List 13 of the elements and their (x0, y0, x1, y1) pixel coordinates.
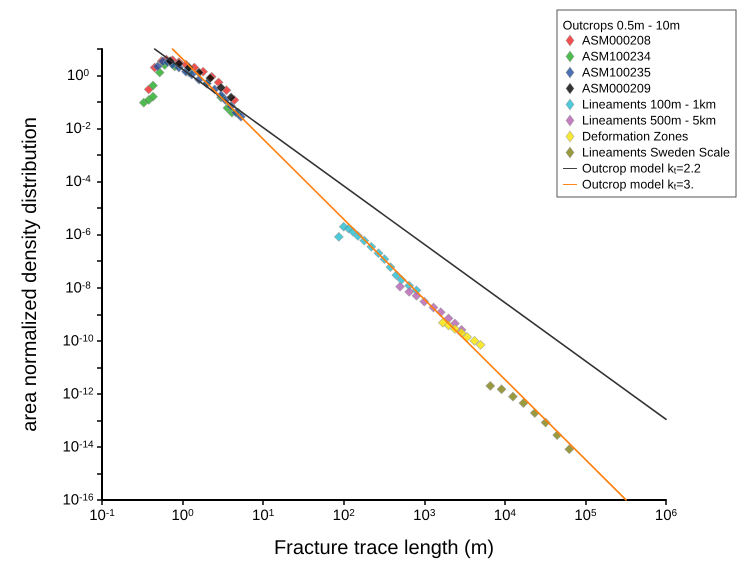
x-axis-title: Fracture trace length (m) (274, 537, 494, 559)
legend-label: Lineaments 100m - 1km (582, 98, 716, 112)
legend-label: Lineaments 500m - 5km (582, 114, 716, 128)
legend-label: Outcrop model kt=3. (582, 178, 694, 192)
legend-label: Outcrop model kt=2.2 (582, 162, 701, 176)
legend-label: ASM100234 (582, 50, 651, 64)
legend-title: Outcrops 0.5m - 10m (562, 18, 680, 32)
legend-label: ASM100235 (582, 66, 651, 80)
legend-label: ASM000208 (582, 34, 651, 48)
legend-label: Deformation Zones (582, 130, 688, 144)
y-axis-title: area normalized density distribution (19, 117, 41, 432)
legend-label: ASM000209 (582, 82, 651, 96)
legend-label: Lineaments Sweden Scale (582, 146, 730, 160)
